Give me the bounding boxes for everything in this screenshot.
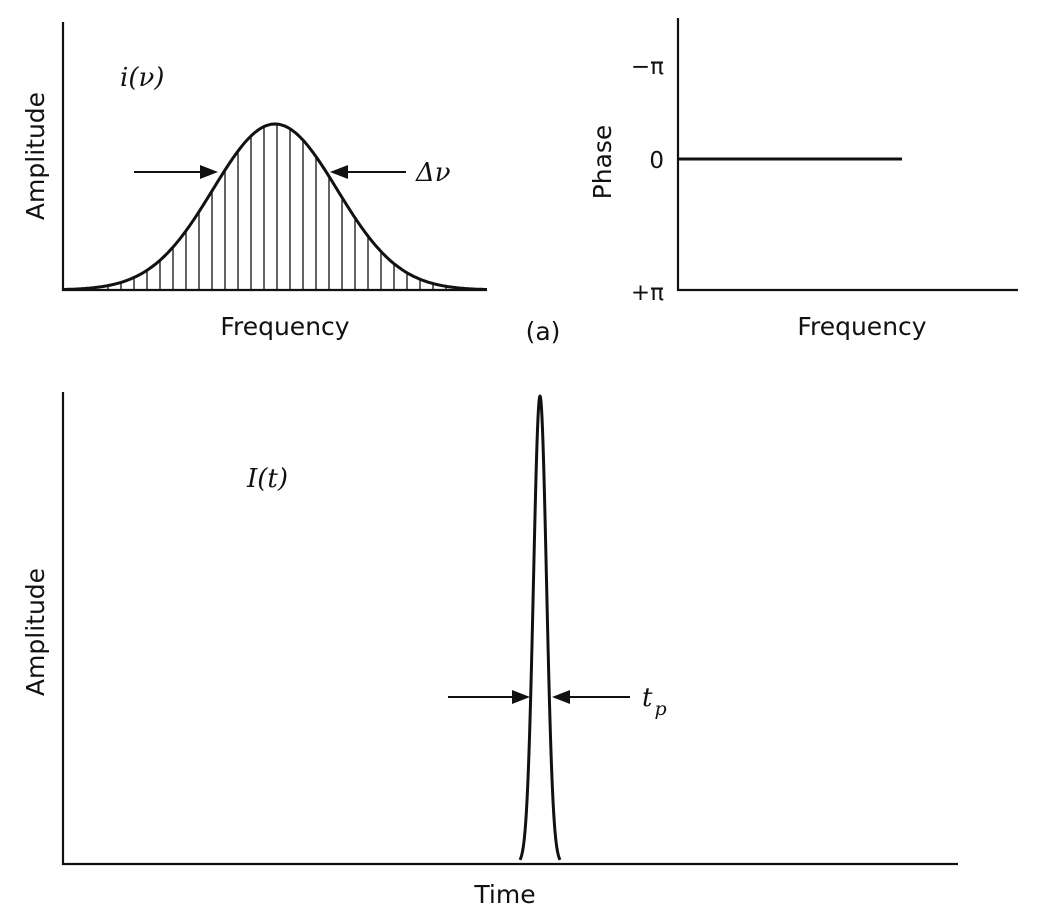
panel-a-label: (a) [526,317,561,346]
spectrum-panel: i(ν) Amplitude Frequency Δν [21,22,487,341]
phase-axes [676,18,1018,292]
phase-tick-plus-pi: +π [631,280,664,306]
pulse-y-axis-label: Amplitude [21,568,50,696]
pulse-function-label: I(t) [246,464,288,494]
spectrum-gaussian-curve [63,122,487,291]
pulse-width-label-sub: p [654,698,666,720]
pulse-x-axis-label: Time [473,880,535,909]
phase-tick-zero: 0 [649,148,664,174]
spectrum-width-label: Δν [415,158,451,188]
phase-tick-minus-pi: −π [631,54,664,80]
spectrum-hatching [94,124,460,290]
phase-panel: −π 0 +π Phase Frequency [588,18,1018,341]
pulse-axes [61,392,958,866]
pulse-curve [518,394,562,861]
phase-y-axis-label: Phase [588,125,617,200]
spectrum-width-arrow-right [330,165,406,179]
spectrum-width-arrow-left [134,165,218,179]
spectrum-y-axis-label: Amplitude [21,92,50,220]
pulse-width-arrow-right [552,690,630,704]
pulse-width-arrow-left [448,690,530,704]
phase-x-axis-label: Frequency [797,312,926,341]
spectrum-x-axis-label: Frequency [220,312,349,341]
spectrum-function-label: i(ν) [120,63,164,93]
pulse-width-label-main: t [642,683,653,713]
